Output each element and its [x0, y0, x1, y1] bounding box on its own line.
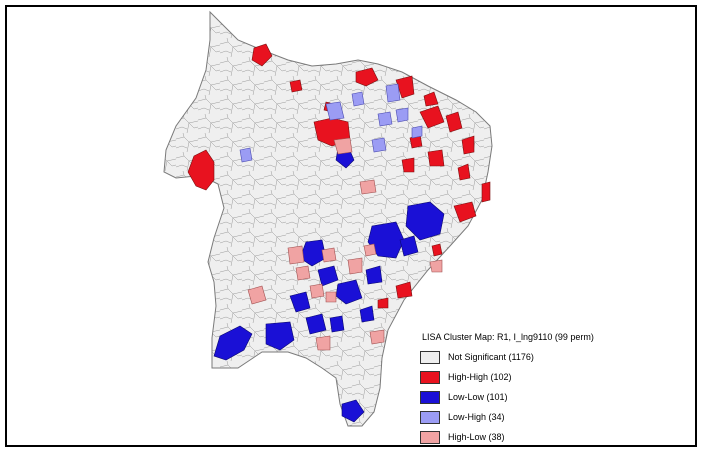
low-low-cluster: [365, 265, 383, 285]
low-low-cluster: [359, 305, 375, 323]
high-high-cluster: [395, 75, 415, 99]
high-high-cluster: [427, 149, 445, 167]
low-high-cluster: [239, 147, 253, 163]
low-high-cluster: [371, 137, 387, 153]
low-low-cluster: [305, 313, 327, 335]
low-low-cluster: [329, 315, 345, 333]
legend-title: LISA Cluster Map: R1, I_lng9110 (99 perm…: [422, 332, 594, 342]
legend-swatch-high-low: [420, 430, 440, 444]
legend-swatch-low-high: [420, 410, 440, 424]
high-low-cluster: [309, 283, 325, 299]
low-low-cluster: [341, 399, 365, 423]
legend-item-not-significant: Not Significant (1176): [420, 347, 680, 367]
legend: LISA Cluster Map: R1, I_lng9110 (99 perm…: [420, 332, 680, 447]
high-low-cluster: [333, 137, 353, 155]
high-low-cluster: [321, 247, 337, 263]
low-high-cluster: [395, 107, 409, 123]
legend-item-high-high: High-High (102): [420, 367, 680, 387]
low-low-cluster: [265, 321, 295, 351]
low-high-cluster: [385, 83, 401, 103]
low-low-cluster: [317, 265, 339, 287]
high-high-cluster: [461, 135, 475, 155]
low-high-cluster: [325, 101, 345, 121]
high-low-cluster: [247, 285, 267, 305]
high-low-cluster: [363, 243, 377, 257]
low-low-cluster: [335, 279, 363, 305]
high-high-cluster: [431, 243, 443, 257]
high-high-cluster: [289, 79, 303, 93]
legend-swatch-not-significant: [420, 350, 440, 364]
high-low-cluster: [295, 265, 311, 281]
low-low-cluster: [289, 291, 311, 313]
high-high-cluster: [481, 181, 491, 203]
high-high-cluster: [445, 111, 463, 133]
legend-label: Not Significant (1176): [448, 352, 534, 362]
legend-label: Low-Low (101): [448, 392, 508, 402]
low-low-cluster: [367, 221, 405, 259]
legend-label: High-Low (38): [448, 432, 505, 442]
legend-swatch-high-high: [420, 370, 440, 384]
high-low-cluster: [287, 245, 305, 265]
high-high-cluster: [395, 281, 413, 299]
legend-item-low-high: Low-High (34): [420, 407, 680, 427]
low-high-cluster: [377, 111, 393, 127]
low-low-cluster: [405, 201, 445, 241]
high-high-cluster: [377, 297, 389, 309]
high-low-cluster: [359, 179, 377, 195]
high-high-cluster: [419, 105, 445, 129]
high-high-cluster: [355, 67, 379, 87]
high-low-cluster: [347, 257, 363, 275]
high-high-cluster: [423, 91, 439, 107]
low-low-cluster: [399, 235, 419, 257]
legend-item-low-low: Low-Low (101): [420, 387, 680, 407]
high-low-cluster: [315, 335, 331, 351]
high-low-cluster: [429, 259, 443, 273]
legend-label: Low-High (34): [448, 412, 505, 422]
legend-item-high-low: High-Low (38): [420, 427, 680, 447]
high-high-cluster: [453, 201, 477, 223]
high-high-cluster: [401, 157, 415, 173]
low-high-cluster: [411, 125, 423, 139]
legend-swatch-low-low: [420, 390, 440, 404]
high-low-cluster: [325, 291, 337, 303]
high-high-cluster: [457, 163, 471, 181]
high-low-cluster: [369, 329, 385, 345]
high-high-cluster: [187, 149, 215, 191]
low-high-cluster: [351, 91, 365, 107]
low-low-cluster: [213, 325, 253, 361]
legend-label: High-High (102): [448, 372, 512, 382]
high-high-cluster: [251, 43, 273, 67]
